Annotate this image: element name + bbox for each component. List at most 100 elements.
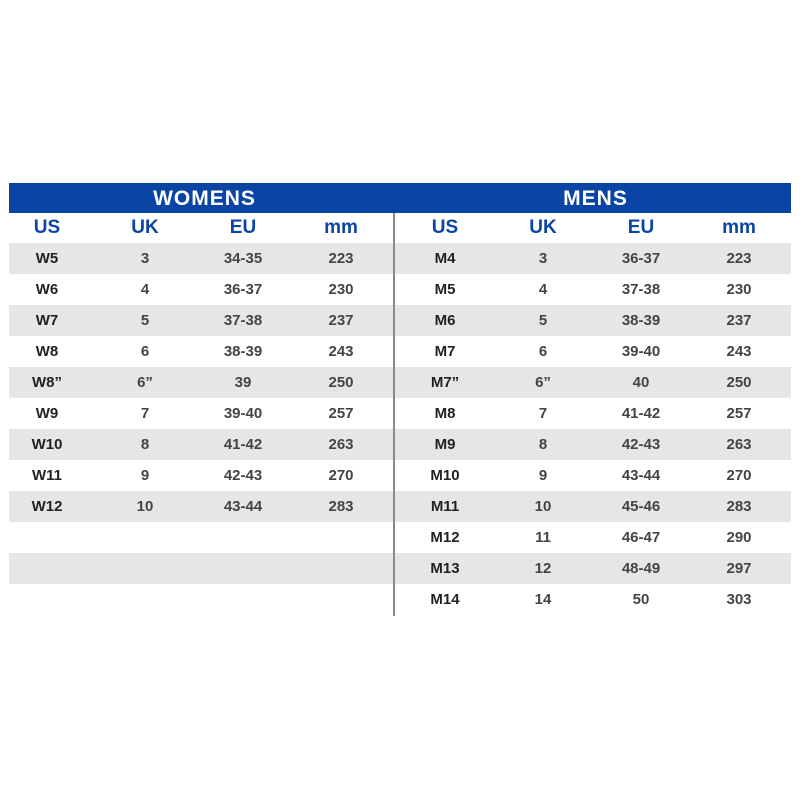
table-cell: 37-38 (223, 312, 263, 329)
table-row: M7” 6” 40 250 (396, 367, 788, 398)
table-cell: 42-43 (223, 467, 263, 484)
table-row: W12 10 43-44 283 (0, 491, 390, 522)
table-cell: 257 (328, 405, 354, 422)
table-cell: 38-39 (223, 343, 263, 360)
table-cell: 4 (140, 281, 150, 298)
table-row: W7 5 37-38 237 (0, 305, 390, 336)
table-row: W5 3 34-35 223 (0, 243, 390, 274)
table-row: M7 6 39-40 243 (396, 336, 788, 367)
table-cell: W12 (31, 498, 63, 515)
table-cell: 270 (726, 467, 752, 484)
table-cell: 6” (137, 374, 153, 391)
table-cell: W8” (32, 374, 62, 391)
column-header: EU (627, 217, 655, 238)
table-cell: W10 (31, 436, 63, 453)
table-cell: 7 (538, 405, 548, 422)
table-cell: 243 (726, 343, 752, 360)
table-cell: 39-40 (223, 405, 263, 422)
table-cell: M8 (434, 405, 456, 422)
table-cell: 38-39 (621, 312, 661, 329)
table-row: W8” 6” 39 250 (0, 367, 390, 398)
table-cell: 8 (140, 436, 150, 453)
table-row: M5 4 37-38 230 (396, 274, 788, 305)
table-cell: M5 (434, 281, 456, 298)
table-row: M14 14 50 303 (396, 584, 788, 615)
table-cell: 237 (328, 312, 354, 329)
table-cell: 10 (534, 498, 552, 515)
table-cell: 10 (136, 498, 154, 515)
table-cell: 7 (140, 405, 150, 422)
womens-title: WOMENS (153, 187, 256, 210)
table-row: M13 12 48-49 297 (396, 553, 788, 584)
table-cell: W11 (31, 467, 62, 484)
table-cell: 50 (632, 591, 650, 608)
table-cell: 270 (328, 467, 354, 484)
table-cell: W9 (35, 405, 59, 422)
row-stripe (9, 553, 791, 584)
table-cell: 45-46 (621, 498, 661, 515)
column-header: UK (131, 217, 159, 238)
table-row: W9 7 39-40 257 (0, 398, 390, 429)
table-cell: M9 (434, 436, 456, 453)
table-cell: 14 (534, 591, 552, 608)
table-cell: 243 (328, 343, 354, 360)
row-stripe (9, 491, 791, 522)
table-cell: M7 (434, 343, 456, 360)
table-row: M9 8 42-43 263 (396, 429, 788, 460)
table-cell: 6 (538, 343, 548, 360)
table-cell: 237 (726, 312, 752, 329)
table-cell: 8 (538, 436, 548, 453)
row-stripe (9, 367, 791, 398)
table-cell: M12 (430, 529, 460, 546)
table-cell: 3 (140, 250, 150, 267)
table-cell: 41-42 (621, 405, 661, 422)
row-stripe (9, 429, 791, 460)
table-cell: M14 (430, 591, 460, 608)
table-cell: 46-47 (621, 529, 661, 546)
table-cell: W8 (35, 343, 59, 360)
table-cell: 223 (726, 250, 752, 267)
table-cell: 263 (328, 436, 354, 453)
table-cell: 36-37 (621, 250, 661, 267)
table-cell: 6” (535, 374, 551, 391)
table-cell: 3 (538, 250, 548, 267)
table-cell: 5 (140, 312, 150, 329)
table-cell: 43-44 (621, 467, 661, 484)
table-cell: 230 (726, 281, 752, 298)
header-bar: WOMENS MENS (9, 183, 791, 213)
table-cell: 40 (632, 374, 650, 391)
table-cell: 283 (328, 498, 354, 515)
column-header: UK (529, 217, 557, 238)
table-cell: 9 (538, 467, 548, 484)
table-cell: 6 (140, 343, 150, 360)
table-cell: 290 (726, 529, 752, 546)
column-header-row: US UK EU mm (0, 213, 390, 243)
table-cell: M4 (434, 250, 456, 267)
column-header: US (431, 217, 459, 238)
table-cell: 34-35 (223, 250, 263, 267)
table-row: M11 10 45-46 283 (396, 491, 788, 522)
table-cell: 11 (535, 529, 551, 546)
table-cell: M7” (430, 374, 460, 391)
table-row: M10 9 43-44 270 (396, 460, 788, 491)
table-cell: 263 (726, 436, 752, 453)
table-cell: 257 (726, 405, 752, 422)
column-header-row: US UK EU mm (396, 213, 788, 243)
table-cell: 297 (726, 560, 752, 577)
table-row: W6 4 36-37 230 (0, 274, 390, 305)
table-cell: W5 (35, 250, 59, 267)
table-cell: 223 (328, 250, 354, 267)
table-cell: M13 (430, 560, 460, 577)
table-cell: 9 (140, 467, 150, 484)
table-cell: 43-44 (223, 498, 263, 515)
column-header: mm (722, 217, 756, 238)
column-header: mm (324, 217, 358, 238)
table-cell: 41-42 (223, 436, 263, 453)
table-cell: 48-49 (621, 560, 661, 577)
column-divider (393, 213, 395, 616)
column-header: US (33, 217, 61, 238)
row-stripe (9, 243, 791, 274)
table-cell: 12 (534, 560, 552, 577)
table-cell: 37-38 (621, 281, 661, 298)
table-cell: 230 (328, 281, 354, 298)
